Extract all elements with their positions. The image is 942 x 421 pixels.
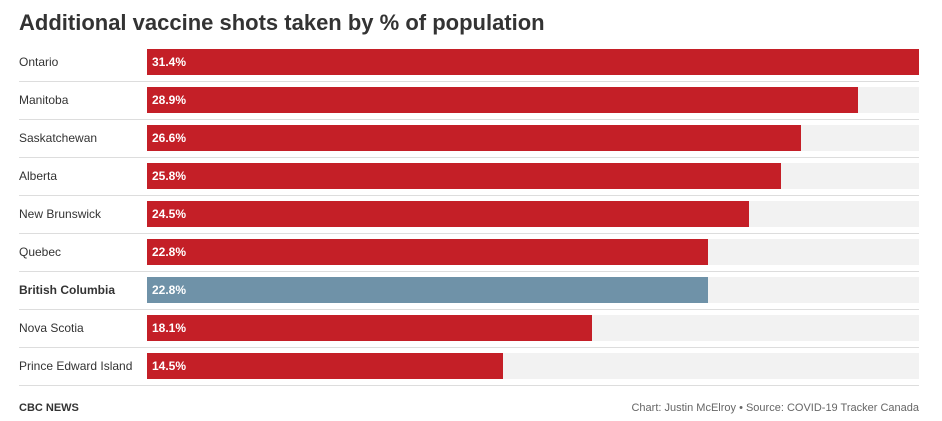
category-label: Nova Scotia bbox=[19, 321, 84, 335]
bar-value-label: 22.8% bbox=[152, 283, 187, 297]
bar-track: 31.4% bbox=[147, 49, 919, 75]
bar: 26.6% bbox=[147, 125, 801, 151]
bar-track: 22.8% bbox=[147, 277, 919, 303]
category-label: Alberta bbox=[19, 169, 58, 183]
bar-track: 22.8% bbox=[147, 239, 919, 265]
bar-value-label: 26.6% bbox=[152, 131, 187, 145]
bar: 14.5% bbox=[147, 353, 503, 379]
bar-value-label: 18.1% bbox=[152, 321, 187, 335]
brand-label: CBC NEWS bbox=[19, 402, 79, 414]
bar-value-label: 28.9% bbox=[152, 93, 187, 107]
bar: 18.1% bbox=[147, 315, 592, 341]
category-label: Saskatchewan bbox=[19, 131, 98, 145]
bar-chart: Ontario 31.4% Manitoba 28.9% Saskatchewan 26.… bbox=[19, 44, 919, 386]
bar-value-label: 24.5% bbox=[152, 207, 187, 221]
chart-credit: Chart: Justin McElroy • Source: COVID-19… bbox=[631, 402, 919, 414]
category-label: Prince Edward Island bbox=[19, 359, 133, 373]
bar: 22.8% bbox=[147, 277, 708, 303]
category-label: Quebec bbox=[19, 245, 62, 259]
bar-track: 28.9% bbox=[147, 87, 919, 113]
bar: 28.9% bbox=[147, 87, 858, 113]
bar-value-label: 22.8% bbox=[152, 245, 187, 259]
chart-row: Alberta 25.8% bbox=[19, 158, 919, 196]
category-label: British Columbia bbox=[19, 283, 116, 297]
category-label: New Brunswick bbox=[19, 207, 102, 221]
chart-row: Ontario 31.4% bbox=[19, 44, 919, 82]
bar: 22.8% bbox=[147, 239, 708, 265]
chart-title: Additional vaccine shots taken by % of p… bbox=[19, 10, 545, 35]
bar: 31.4% bbox=[147, 49, 919, 75]
chart-row: New Brunswick 24.5% bbox=[19, 196, 919, 234]
bar-value-label: 25.8% bbox=[152, 169, 187, 183]
bar-value-label: 14.5% bbox=[152, 359, 187, 373]
chart-row: Prince Edward Island 14.5% bbox=[19, 348, 919, 386]
category-label: Manitoba bbox=[19, 93, 69, 107]
chart-row: Quebec 22.8% bbox=[19, 234, 919, 272]
bar: 25.8% bbox=[147, 163, 781, 189]
bar-track: 25.8% bbox=[147, 163, 919, 189]
bar-track: 18.1% bbox=[147, 315, 919, 341]
chart-row: Manitoba 28.9% bbox=[19, 82, 919, 120]
bar: 24.5% bbox=[147, 201, 749, 227]
bar-value-label: 31.4% bbox=[152, 55, 187, 69]
bar-track: 26.6% bbox=[147, 125, 919, 151]
bar-track: 24.5% bbox=[147, 201, 919, 227]
chart-row: Saskatchewan 26.6% bbox=[19, 120, 919, 158]
chart-row: Nova Scotia 18.1% bbox=[19, 310, 919, 348]
bar-track: 14.5% bbox=[147, 353, 919, 379]
category-label: Ontario bbox=[19, 55, 59, 69]
chart-row: British Columbia 22.8% bbox=[19, 272, 919, 310]
